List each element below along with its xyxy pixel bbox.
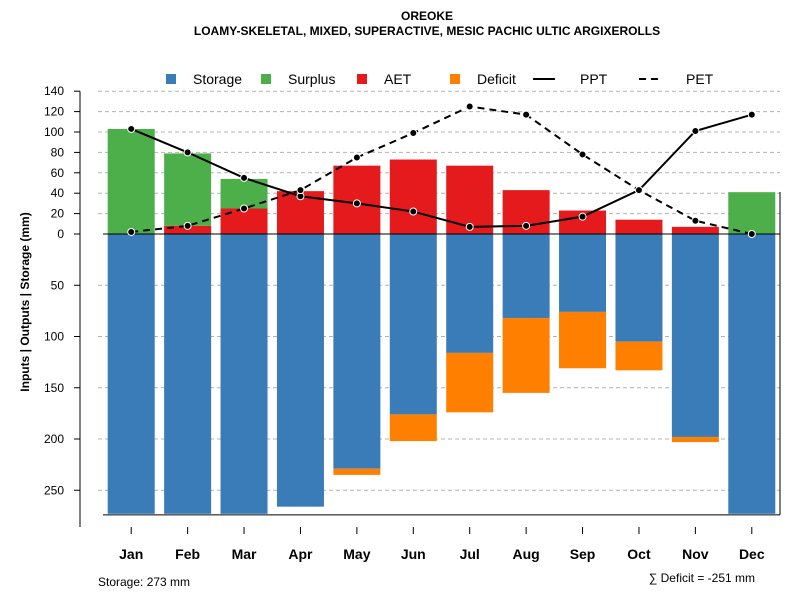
x-tick-label: Aug xyxy=(513,546,540,562)
y-tick-label: 40 xyxy=(51,186,65,200)
legend: Storage Surplus AET Deficit PPT PET xyxy=(166,71,714,87)
pet-point xyxy=(578,150,587,159)
legend-swatch-aet xyxy=(357,74,367,84)
lines xyxy=(127,102,756,238)
y-tick-label: 60 xyxy=(51,166,65,180)
legend-label-deficit: Deficit xyxy=(477,71,516,87)
bar-aet xyxy=(164,225,212,234)
pet-point xyxy=(409,129,418,138)
x-tick-label: Sep xyxy=(570,546,596,562)
y-tick-label: 250 xyxy=(44,483,64,497)
pet-point xyxy=(240,204,249,213)
ppt-point xyxy=(352,199,361,208)
bar-storage xyxy=(502,234,550,319)
legend-label-pet: PET xyxy=(686,71,714,87)
bar-deficit xyxy=(615,341,663,371)
bar-aet xyxy=(615,219,663,234)
y-tick-label: 100 xyxy=(44,125,64,139)
bar-storage xyxy=(220,234,268,514)
bar-storage xyxy=(446,234,494,353)
legend-label-ppt: PPT xyxy=(580,71,608,87)
y-tick-label: 0 xyxy=(57,227,64,241)
bar-storage xyxy=(559,234,607,312)
ppt-point xyxy=(522,221,531,230)
legend-swatch-surplus xyxy=(261,74,271,84)
bar-aet xyxy=(671,226,719,234)
ppt-point xyxy=(240,173,249,182)
bar-storage xyxy=(389,234,437,415)
pet-point xyxy=(183,221,192,230)
ppt-point xyxy=(409,207,418,216)
chart-subtitle: LOAMY-SKELETAL, MIXED, SUPERACTIVE, MESI… xyxy=(194,24,660,38)
ppt-point xyxy=(578,212,587,221)
bar-deficit xyxy=(333,468,381,475)
bar-storage xyxy=(671,234,719,437)
x-tick-label: Feb xyxy=(175,546,200,562)
x-tick-label: Apr xyxy=(288,546,313,562)
legend-label-aet: AET xyxy=(384,71,412,87)
deficit-note: ∑ Deficit = -251 mm xyxy=(649,571,755,585)
bar-deficit xyxy=(502,318,550,393)
ppt-point xyxy=(183,148,192,157)
bar-deficit xyxy=(559,311,607,369)
x-tick-label: Jul xyxy=(460,546,480,562)
gridlines xyxy=(98,90,780,491)
bar-aet xyxy=(559,210,607,234)
x-tick-label: Jan xyxy=(119,546,143,562)
bar-deficit xyxy=(446,352,494,413)
pet-line xyxy=(131,105,753,235)
ppt-point xyxy=(127,124,136,133)
x-tick-label: Oct xyxy=(627,546,651,562)
ppt-point xyxy=(465,222,474,231)
x-tick-label: Jun xyxy=(401,546,426,562)
x-tick-label: Dec xyxy=(739,546,765,562)
y-tick-label: 120 xyxy=(44,105,64,119)
pet-point xyxy=(465,102,474,111)
bar-surplus xyxy=(164,153,212,226)
legend-swatch-deficit xyxy=(450,74,460,84)
pet-point xyxy=(127,227,136,236)
y-tick-label: 100 xyxy=(44,330,64,344)
y-tick-label: 200 xyxy=(44,432,64,446)
y-tick-label: 150 xyxy=(44,381,64,395)
bar-storage xyxy=(333,234,381,469)
pet-point xyxy=(522,110,531,119)
y-tick-label: 140 xyxy=(44,84,64,98)
x-tick-label: May xyxy=(343,546,370,562)
bar-surplus xyxy=(107,128,155,234)
y-tick-label: 80 xyxy=(51,145,65,159)
ppt-line xyxy=(130,113,753,228)
legend-swatch-storage xyxy=(166,74,176,84)
bar-storage xyxy=(615,234,663,342)
legend-label-surplus: Surplus xyxy=(288,71,335,87)
ppt-point xyxy=(747,110,756,119)
bar-storage xyxy=(107,234,155,514)
y-tick-label: 50 xyxy=(51,278,65,292)
bar-deficit xyxy=(671,436,719,443)
bar-surplus xyxy=(728,192,776,234)
bars xyxy=(103,128,781,516)
bar-storage xyxy=(164,234,212,514)
chart-title: OREOKE xyxy=(401,9,453,23)
x-tick-label: Nov xyxy=(682,546,709,562)
bar-aet xyxy=(389,159,437,234)
pet-point xyxy=(352,153,361,162)
storage-note: Storage: 273 mm xyxy=(98,575,190,589)
pet-point xyxy=(691,216,700,225)
y-axis-label: Inputs | Outputs | Storage (mm) xyxy=(18,212,32,391)
x-tick-label: Mar xyxy=(232,546,257,562)
pet-point xyxy=(296,186,305,195)
pet-point xyxy=(747,230,756,238)
bar-storage xyxy=(728,234,776,514)
ppt-point xyxy=(691,126,700,135)
y-tick-label: 20 xyxy=(51,207,65,221)
legend-label-storage: Storage xyxy=(193,71,242,87)
bar-deficit xyxy=(389,414,437,442)
bar-storage xyxy=(276,234,324,507)
pet-point xyxy=(634,186,643,195)
